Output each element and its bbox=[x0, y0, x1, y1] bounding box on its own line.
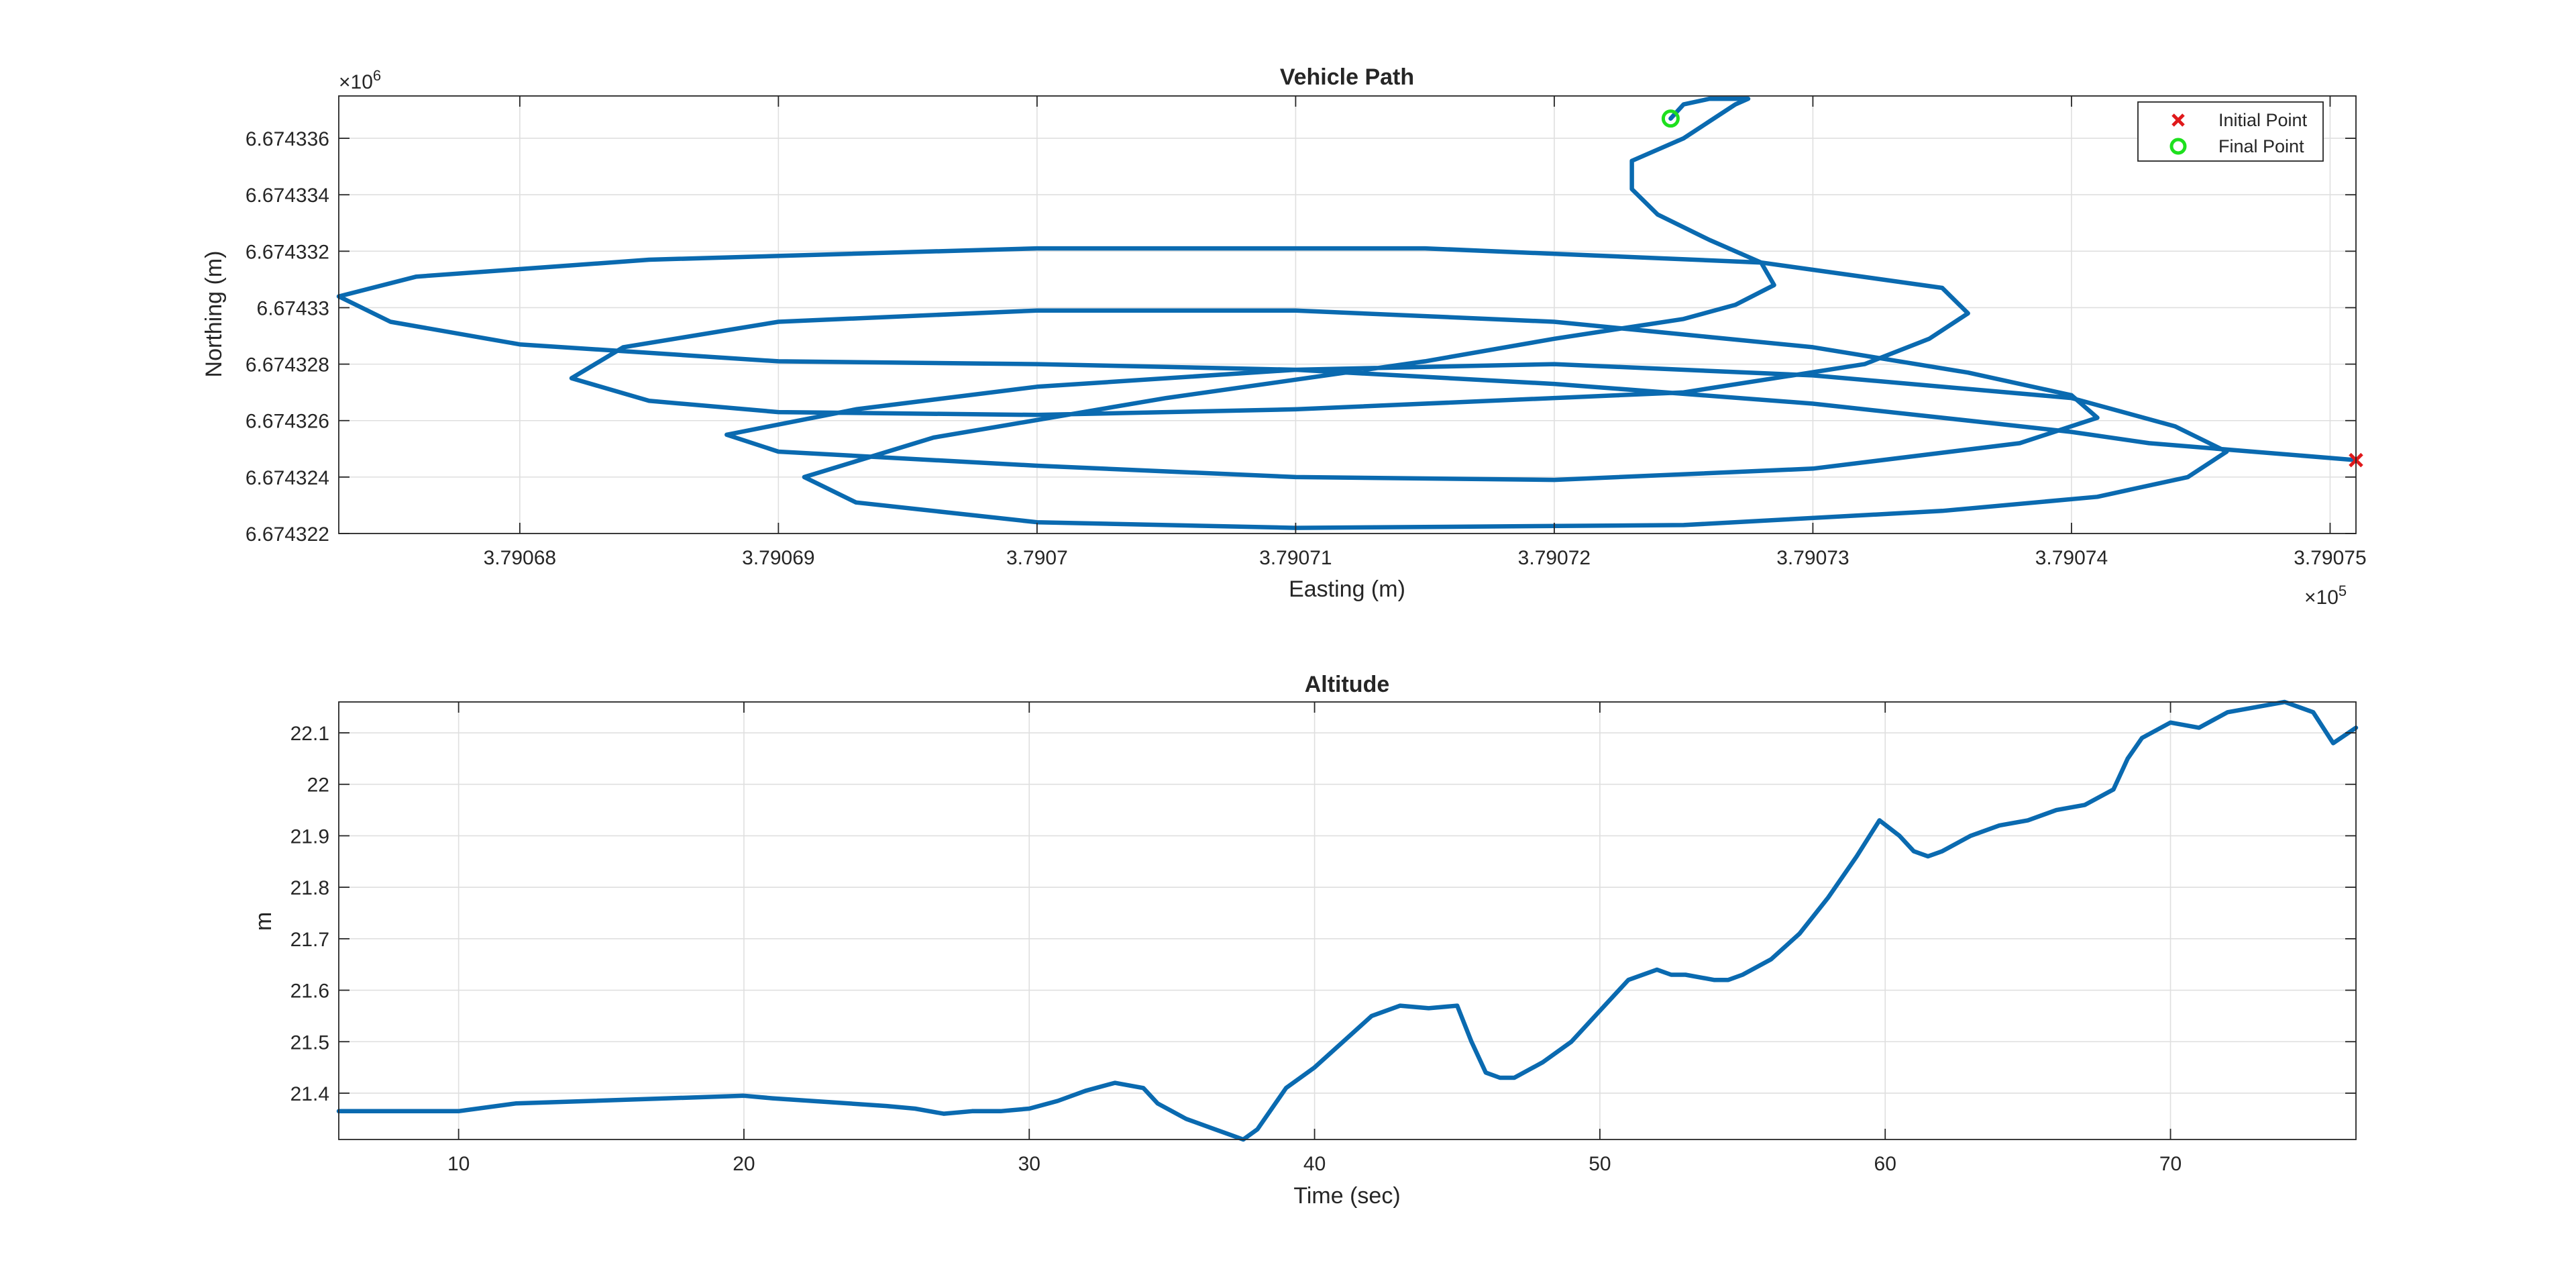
altitude-y-tick-label: 21.8 bbox=[290, 877, 329, 899]
vehicle-path-chart: 3.79068 3.79069 3.7907 3.79071 3.79072 3.7907… bbox=[201, 64, 2367, 609]
vehicle-path-y-axis-label: Northing (m) bbox=[201, 251, 227, 378]
altitude-y-axis-label: m bbox=[251, 912, 276, 931]
altitude-y-gridlines bbox=[339, 732, 2356, 1094]
vehicle-path-y-tick-label: 6.674328 bbox=[246, 354, 329, 376]
vehicle-path-x-axis-label: Easting (m) bbox=[1289, 576, 1405, 602]
altitude-y-tick-label: 21.9 bbox=[290, 825, 329, 848]
altitude-x-tick-label: 50 bbox=[1589, 1153, 1611, 1175]
final-point-marker bbox=[1661, 109, 1680, 128]
altitude-y-tick-label: 21.4 bbox=[290, 1083, 329, 1105]
vehicle-path-axes-frame bbox=[338, 95, 2357, 534]
altitude-x-tick-labels: 10 20 30 40 50 60 70 bbox=[447, 1153, 2182, 1175]
vehicle-path-y-gridlines bbox=[339, 138, 2356, 534]
altitude-axes-frame bbox=[338, 701, 2357, 1140]
altitude-y-tick-label: 21.6 bbox=[290, 980, 329, 1003]
vehicle-path-y-exponent-power: 6 bbox=[373, 67, 381, 84]
vehicle-path-x-tick-label: 3.79074 bbox=[2035, 547, 2108, 569]
vehicle-path-y-tick-label: 6.674326 bbox=[246, 411, 329, 433]
vehicle-path-x-exponent-base: ×10 bbox=[2304, 587, 2339, 609]
altitude-y-tick-labels: 21.4 21.5 21.6 21.7 21.8 21.9 22 22.1 bbox=[290, 723, 329, 1105]
vehicle-path-y-tick-label: 6.674332 bbox=[246, 241, 329, 263]
vehicle-path-x-tick-label: 3.79072 bbox=[1518, 547, 1591, 569]
vehicle-path-y-tick-label: 6.674322 bbox=[246, 523, 329, 546]
altitude-x-tick-label: 10 bbox=[447, 1153, 470, 1175]
vehicle-path-y-exponent-base: ×10 bbox=[339, 71, 373, 93]
altitude-chart: 10 20 30 40 50 60 70 21.421.521.621.721.821.92… bbox=[251, 672, 2359, 1209]
vehicle-path-x-tick-label: 3.79073 bbox=[1776, 547, 1849, 569]
vehicle-path-x-exponent: ×105 bbox=[2304, 582, 2347, 609]
altitude-y-tick-label: 22 bbox=[307, 774, 329, 797]
legend-box bbox=[2137, 101, 2324, 162]
altitude-x-tick-label: 40 bbox=[1303, 1153, 1326, 1175]
altitude-x-axis-label: Time (sec) bbox=[1293, 1183, 1400, 1209]
vehicle-path-x-tick-labels: 3.79068 3.79069 3.7907 3.79071 3.79072 3.7907… bbox=[484, 547, 2367, 569]
altitude-line bbox=[336, 699, 2359, 1142]
vehicle-path-line bbox=[336, 96, 2359, 530]
vehicle-path-y-tick-labels: 6.6743226.6743246.6743266.6743286.674336… bbox=[246, 128, 329, 546]
altitude-y-tick-label: 21.7 bbox=[290, 929, 329, 951]
altitude-ticks bbox=[339, 702, 2356, 1139]
vehicle-path-x-tick-label: 3.79068 bbox=[484, 547, 556, 569]
legend-final-point-label: Final Point bbox=[2218, 136, 2304, 156]
altitude-x-tick-label: 20 bbox=[733, 1153, 755, 1175]
vehicle-path-title: Vehicle Path bbox=[1280, 64, 1414, 90]
vehicle-path-x-exponent-power: 5 bbox=[2339, 582, 2347, 599]
vehicle-path-x-tick-label: 3.7907 bbox=[1006, 547, 1068, 569]
altitude-x-tick-label: 30 bbox=[1018, 1153, 1040, 1175]
altitude-title: Altitude bbox=[1305, 672, 1390, 697]
altitude-x-tick-label: 60 bbox=[1874, 1153, 1896, 1175]
vehicle-path-ticks bbox=[339, 96, 2356, 534]
legend-final-point-marker bbox=[2169, 138, 2187, 155]
vehicle-path-x-tick-label: 3.79069 bbox=[742, 547, 814, 569]
legend-initial-point-label: Initial Point bbox=[2218, 110, 2308, 130]
vehicle-path-y-tick-label: 6.674334 bbox=[246, 185, 329, 207]
vehicle-path-x-gridlines bbox=[519, 96, 2331, 534]
vehicle-path-y-tick-label: 6.674324 bbox=[246, 467, 329, 489]
vehicle-path-x-tick-label: 3.79075 bbox=[2294, 547, 2366, 569]
altitude-x-gridlines bbox=[458, 702, 2171, 1139]
vehicle-path-y-tick-label: 6.674336 bbox=[246, 128, 329, 150]
vehicle-path-y-tick-label: 6.67433 bbox=[257, 297, 329, 319]
legend-initial-point-marker bbox=[2171, 113, 2185, 127]
vehicle-path-x-tick-label: 3.79071 bbox=[1259, 547, 1332, 569]
altitude-y-tick-label: 21.5 bbox=[290, 1031, 329, 1054]
vehicle-path-y-exponent: ×106 bbox=[339, 67, 381, 93]
altitude-y-tick-label: 22.1 bbox=[290, 723, 329, 745]
altitude-x-tick-label: 70 bbox=[2159, 1153, 2182, 1175]
vehicle-path-legend: Initial Point Final Point bbox=[2137, 101, 2324, 162]
